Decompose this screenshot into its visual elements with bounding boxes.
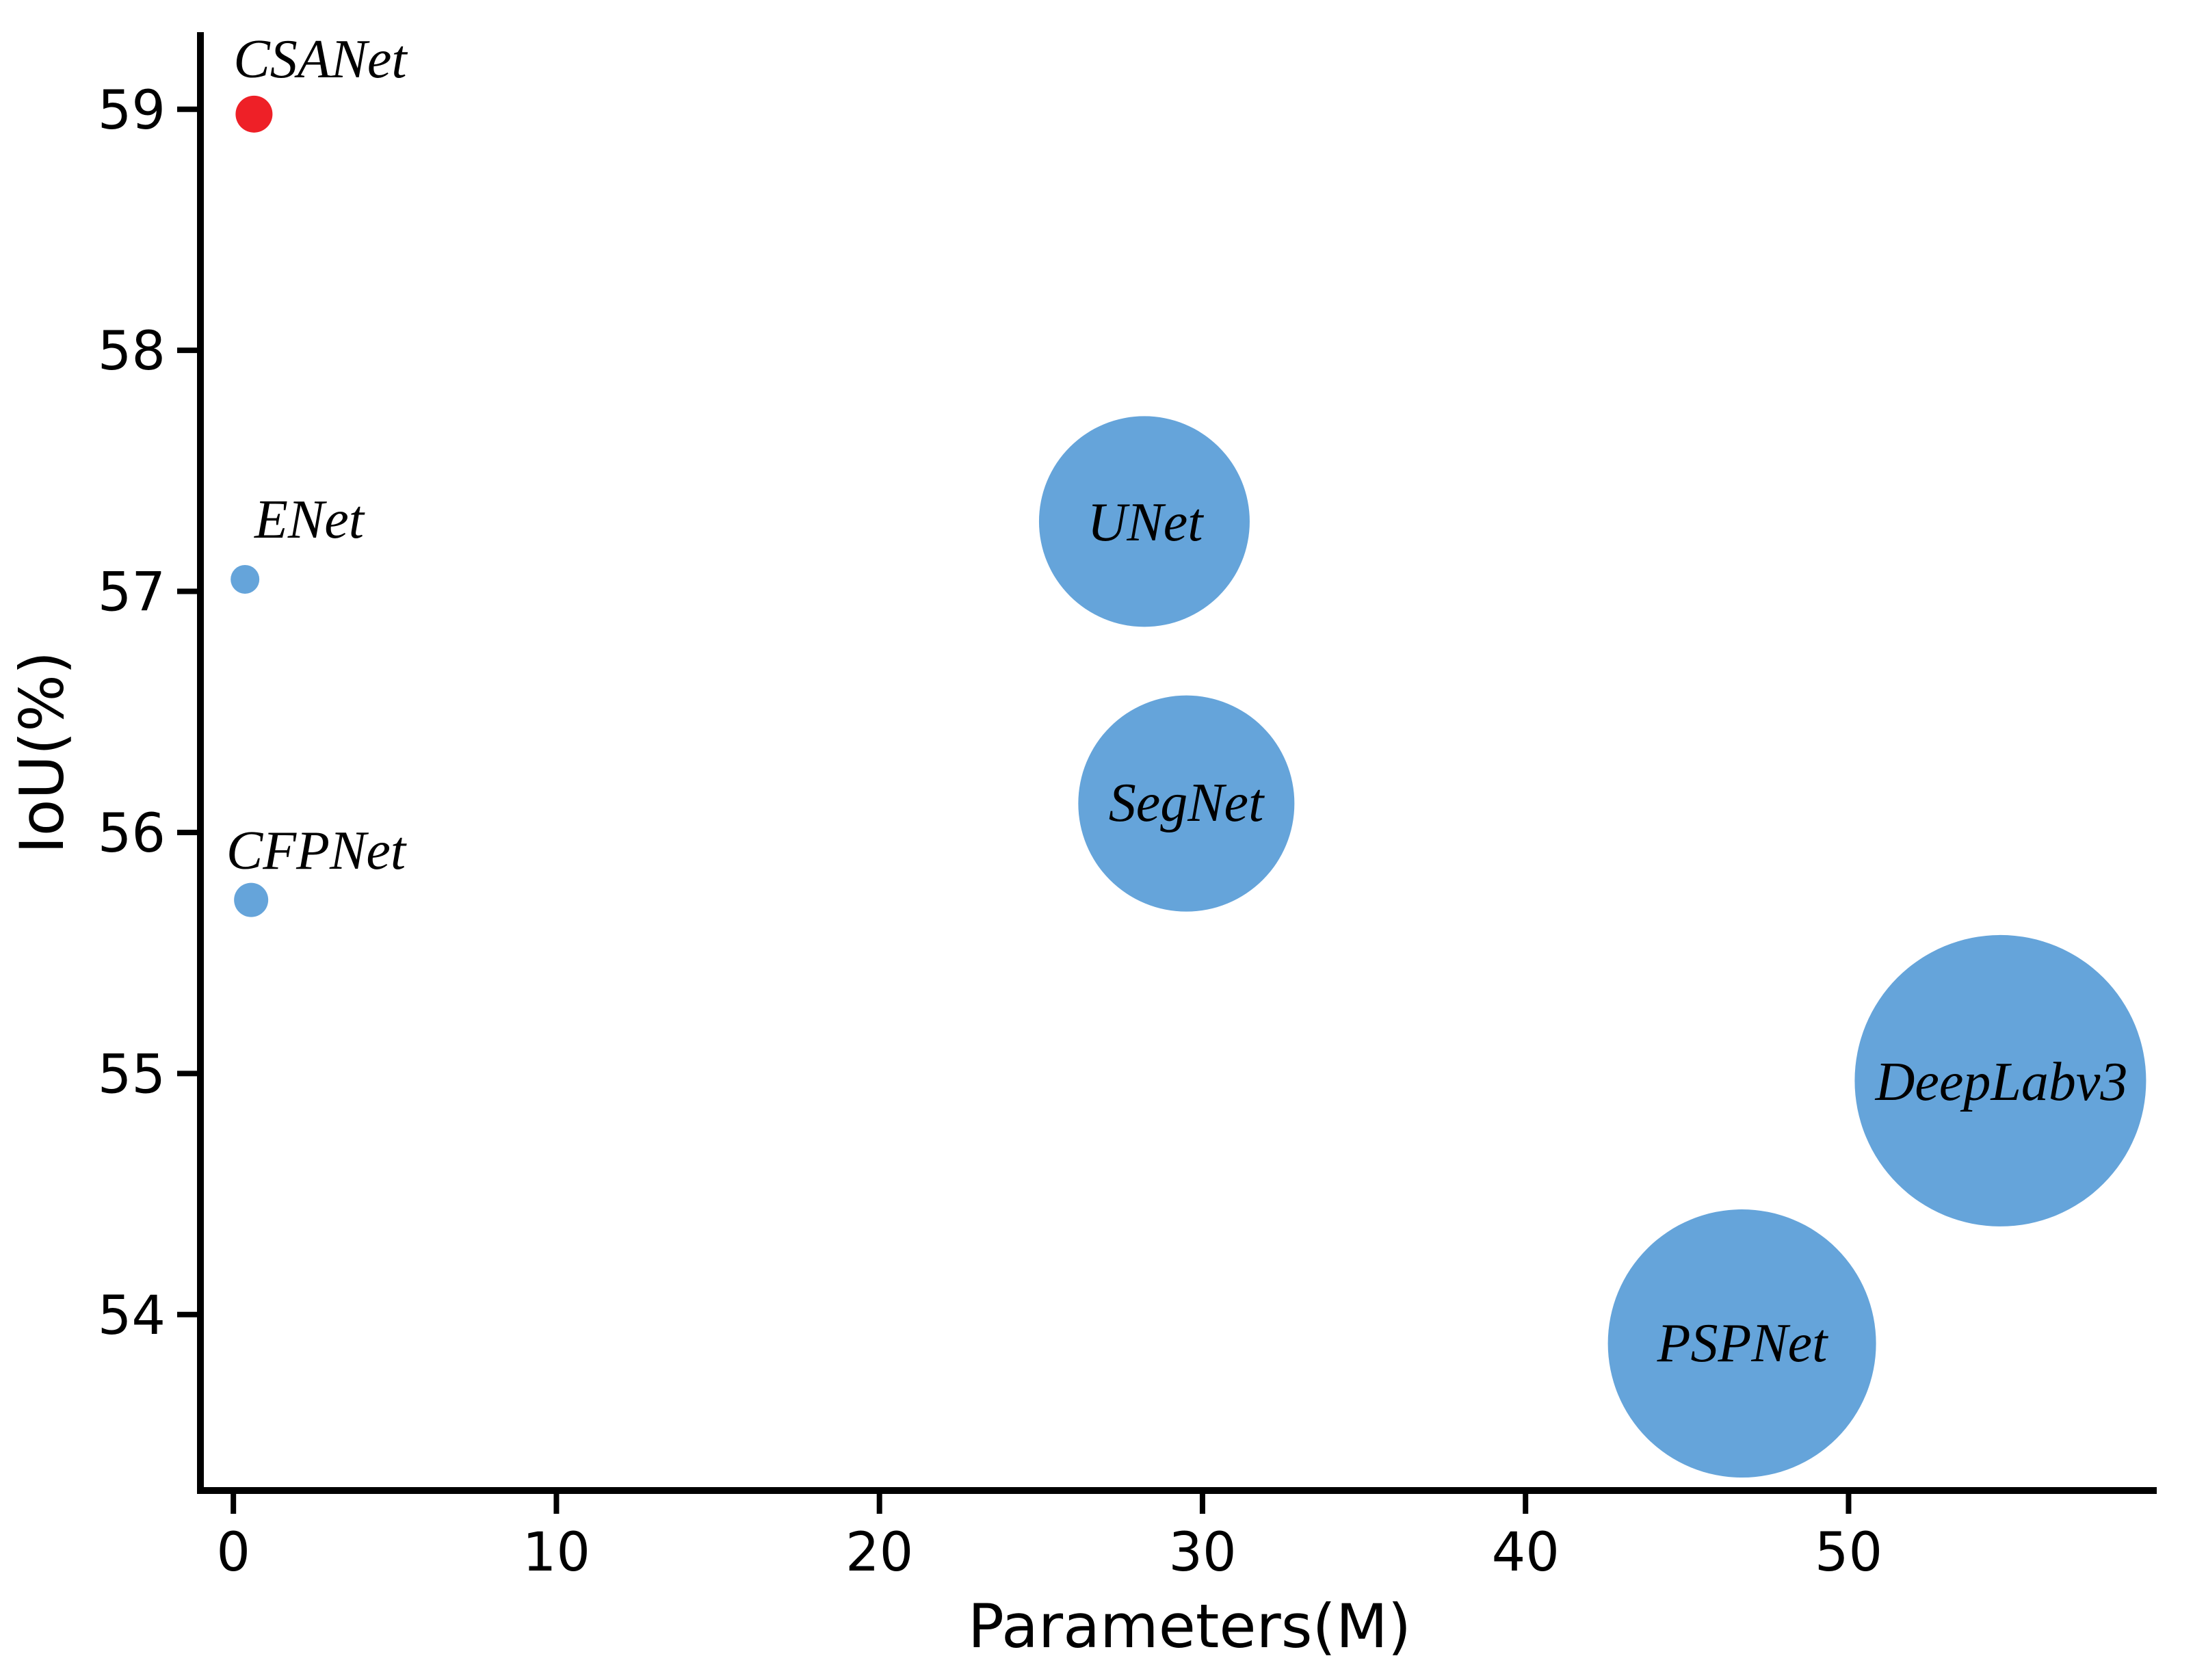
y-tick-label: 58 (98, 321, 166, 382)
axes-layer: 0 10 20 30 40 50 54 55 56 57 58 59 (98, 32, 2157, 1584)
bubble-enet (231, 564, 260, 594)
y-tick-label: 56 (98, 803, 166, 865)
bubble-pspnet (1607, 1209, 1876, 1478)
bubble-cfpnet (234, 882, 269, 917)
bubble-deeplabv3 (1854, 934, 2146, 1226)
bubble-label-deeplabv3: DeepLabv3 (1875, 1052, 2128, 1112)
x-axis-title: Parameters(M) (968, 1591, 1411, 1662)
x-tick-label: 10 (523, 1522, 590, 1584)
y-tick-label: 59 (98, 80, 166, 142)
x-tick-label: 0 (216, 1522, 250, 1584)
bubble-unet (1038, 416, 1250, 627)
x-tick-label: 50 (1815, 1522, 1882, 1584)
bubble-csanet (235, 95, 273, 133)
y-tick-label: 55 (98, 1044, 166, 1105)
bubble-label-enet: ENet (254, 490, 365, 550)
labels-layer: CSANet ENet CFPNet UNet SegNet PSPNet DeepLabv… (226, 29, 2127, 1374)
bubble-segnet (1078, 695, 1295, 912)
x-tick-label: 30 (1168, 1522, 1236, 1584)
y-axis-title: IoU(%) (7, 651, 77, 854)
bubble-label-cfpnet: CFPNet (226, 821, 407, 881)
points-layer (231, 95, 2146, 1478)
bubble-label-segnet: SegNet (1109, 773, 1265, 833)
bubble-label-unet: UNet (1088, 493, 1205, 553)
x-tick-label: 20 (845, 1522, 913, 1584)
y-tick-label: 57 (98, 562, 166, 624)
bubble-label-csanet: CSANet (233, 29, 408, 90)
y-tick-label: 54 (98, 1285, 166, 1347)
x-tick-label: 40 (1492, 1522, 1560, 1584)
bubble-label-pspnet: PSPNet (1657, 1313, 1829, 1374)
